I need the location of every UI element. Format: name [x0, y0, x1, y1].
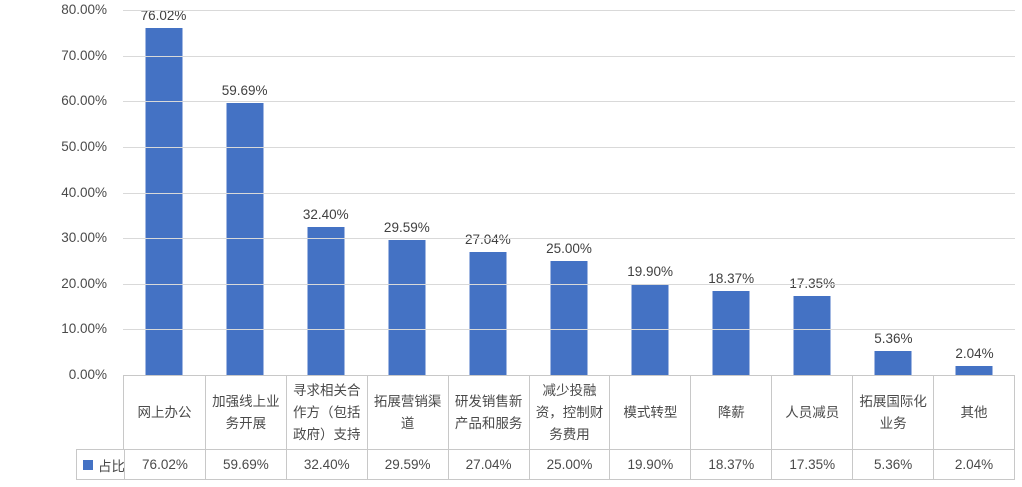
bar-column: 76.02%: [123, 8, 204, 375]
bar-value-label: 76.02%: [140, 8, 187, 24]
y-axis-tick-label: 50.00%: [61, 138, 107, 154]
gridline: [123, 329, 1015, 331]
value-cell: 29.59%: [366, 450, 448, 479]
gridline: [123, 146, 1015, 148]
bar-column: 18.37%: [691, 10, 772, 375]
value-cell: 2.04%: [933, 450, 1014, 479]
value-cell: 5.36%: [852, 450, 933, 479]
gridline: [123, 10, 1015, 11]
bar-value-label: 27.04%: [465, 231, 511, 247]
category-cell: 拓展营销渠道: [366, 376, 448, 449]
bar-column: 17.35%: [772, 10, 853, 375]
y-axis-tick-label: 0.00%: [68, 367, 107, 382]
gridline: [123, 238, 1015, 240]
bar: [955, 365, 993, 375]
bar-value-label: 5.36%: [874, 330, 913, 346]
category-cell: 拓展国际化业务: [852, 376, 933, 449]
legend-cell: 占比: [77, 450, 125, 479]
bar-value-label: 17.35%: [789, 275, 836, 291]
bar-column: 5.36%: [853, 10, 934, 375]
y-axis-tick-label: 40.00%: [61, 184, 107, 200]
gridline: [123, 192, 1015, 194]
value-cell: 59.69%: [204, 450, 286, 479]
y-axis-tick-label: 20.00%: [61, 275, 107, 291]
bar-value-label: 18.37%: [708, 271, 755, 287]
bar-column: 25.00%: [528, 10, 609, 375]
category-cell: 加强线上业务开展: [204, 376, 286, 449]
value-cell: 19.90%: [609, 450, 690, 479]
bar-value-label: 59.69%: [221, 82, 268, 98]
value-cell: 27.04%: [447, 450, 529, 479]
bar-column: 29.59%: [366, 10, 447, 375]
bar-value-label: 32.40%: [302, 207, 349, 223]
bar-column: 27.04%: [447, 10, 528, 375]
bar-value-label: 29.59%: [383, 220, 430, 235]
bar: [712, 291, 750, 375]
category-cell: 降薪: [690, 376, 771, 449]
gridline: [123, 283, 1015, 285]
y-axis-tick-label: 80.00%: [61, 2, 107, 17]
y-axis-tick-label: 30.00%: [61, 230, 107, 246]
bar-value-label: 19.90%: [627, 264, 674, 280]
category-cell: 网上办公: [137, 404, 192, 420]
data-table-category-row: 网上办公 加强线上业务开展 寻求相关合作方（包括政府）支持 拓展营销渠道 研发销售新产品…: [123, 375, 1015, 449]
y-axis-tick-label: 10.00%: [61, 321, 107, 337]
bar: [307, 227, 345, 375]
category-cell: 寻求相关合作方（包括政府）支持: [285, 376, 367, 449]
y-axis-tick-label: 70.00%: [61, 47, 107, 63]
bar: [874, 350, 912, 375]
gridline: [123, 55, 1015, 57]
value-cell: 76.02%: [124, 450, 205, 479]
category-cell: 人员减员: [771, 376, 852, 449]
bar-column: 2.04%: [934, 10, 1015, 375]
plot-area: 76.02% 59.69% 32.40% 29.59% 27.04% 25.00% 19.9…: [123, 8, 1015, 375]
category-cell: 模式转型: [609, 376, 690, 449]
bar: [550, 260, 588, 375]
value-cell: 18.37%: [690, 450, 771, 479]
value-cell: 25.00%: [528, 450, 610, 479]
y-axis: 80.00% 70.00% 60.00% 50.00% 40.00% 30.00% 20.0…: [0, 0, 110, 400]
bar: [793, 295, 831, 375]
bar-value-label: 2.04%: [955, 345, 994, 361]
value-cell: 17.35%: [771, 450, 852, 479]
bar: [145, 28, 183, 375]
bar: [469, 251, 507, 375]
value-cell: 32.40%: [285, 450, 367, 479]
legend-swatch-icon: [83, 459, 93, 470]
legend-label: 占比: [98, 458, 125, 474]
y-axis-tick-label: 60.00%: [61, 93, 107, 109]
gridline: [123, 101, 1015, 103]
bar-column: 32.40%: [285, 10, 366, 375]
category-cell: 减少投融资，控制财务费用: [528, 376, 610, 449]
bar-value-label: 25.00%: [546, 240, 592, 256]
category-cell: 研发销售新产品和服务: [447, 376, 529, 449]
category-cell: 其他: [933, 376, 1014, 449]
data-table-value-row: 占比 76.02% 59.69% 32.40% 29.59% 27.04% 25.00% 1…: [76, 449, 1015, 480]
bar: [388, 240, 426, 375]
